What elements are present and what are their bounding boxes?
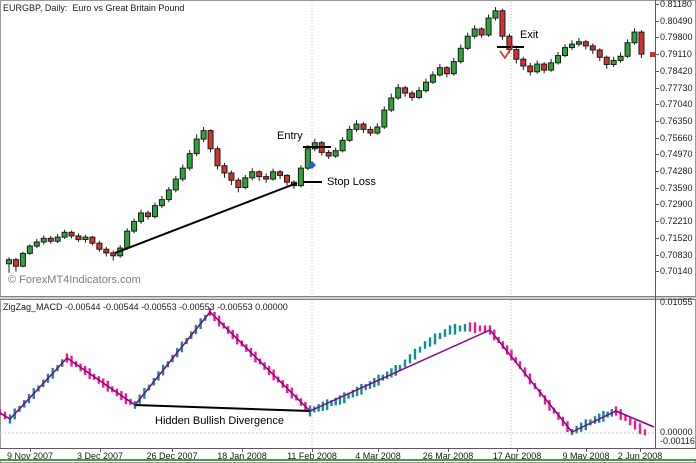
price-tick <box>655 37 659 39</box>
price-axis-label: 0.75660 <box>660 132 693 143</box>
macd-histogram <box>0 308 647 436</box>
price-tick <box>655 54 659 56</box>
date-label: 17 Apr 2008 <box>492 451 542 461</box>
stop-loss-label: Stop Loss <box>327 176 376 188</box>
indicator-axis-label: -0.00116 <box>660 436 695 446</box>
price-axis-label: 0.76350 <box>660 115 693 126</box>
macd-zigzag-chart <box>0 300 655 448</box>
price-tick <box>655 204 659 206</box>
price-tick <box>655 271 659 273</box>
date-tick <box>172 449 173 452</box>
price-tick <box>655 137 659 139</box>
price-axis-label: 0.70830 <box>660 249 693 260</box>
price-axis-label: 0.74970 <box>660 149 693 160</box>
chart-title: EURGBP, Daily: Euro vs Great Britain Pou… <box>3 3 185 13</box>
price-axis-label: 0.70140 <box>660 266 693 277</box>
indicator-title: ZigZag_MACD -0.00544 -0.00544 -0.00553 -… <box>3 302 288 312</box>
watermark: © ForexMT4Indicators.com <box>8 274 141 286</box>
time-axis: 9 Nov 2007 3 Dec 2007 26 Dec 2007 18 Jan 20… <box>0 448 696 461</box>
divergence-line <box>134 404 311 412</box>
price-axis-label: 0.79800 <box>660 32 693 43</box>
date-tick <box>100 449 101 452</box>
price-tick <box>655 154 659 156</box>
price-tick <box>655 254 659 256</box>
zigzag-line <box>0 310 655 433</box>
date-label: 2 Jun 2008 <box>617 451 663 461</box>
divergence-label: Hidden Bullish Divergence <box>155 415 285 427</box>
price-tick <box>655 20 659 22</box>
bottom-green-strip <box>0 459 696 461</box>
price-axis-label: 0.80490 <box>660 15 693 26</box>
indicator-axis-label: 0.01055 <box>660 297 693 307</box>
date-tick <box>640 449 641 452</box>
price-tick <box>655 237 659 239</box>
price-axis-label: 0.71520 <box>660 232 693 243</box>
price-tick <box>655 70 659 72</box>
entry-label: Entry <box>277 130 303 142</box>
date-tick <box>312 449 313 452</box>
price-axis-label: 0.74280 <box>660 166 693 177</box>
date-label: 4 Mar 2008 <box>355 451 401 461</box>
price-tick <box>655 4 659 5</box>
price-tick <box>655 187 659 189</box>
trendline <box>114 182 298 254</box>
candlestick-chart <box>6 2 645 296</box>
price-axis-label: 0.73590 <box>660 182 693 193</box>
date-label: 11 Feb 2008 <box>287 451 337 461</box>
date-tick <box>586 449 587 452</box>
price-tick <box>655 120 659 122</box>
entry-diamond-icon <box>308 161 316 169</box>
exit-check-icon <box>499 44 514 60</box>
date-tick <box>378 449 379 452</box>
price-axis-label: 0.77040 <box>660 99 693 110</box>
price-axis-label: 0.79110 <box>660 49 692 60</box>
pane-splitter[interactable] <box>0 296 696 300</box>
price-tick <box>655 87 659 89</box>
date-label: 18 Jan 2008 <box>217 451 267 461</box>
date-label: 3 Dec 2007 <box>76 451 124 461</box>
price-axis-line <box>655 0 656 448</box>
candles-group <box>6 7 645 273</box>
price-axis-label: 0.72210 <box>660 216 693 227</box>
price-axis-label: 0.72900 <box>660 199 693 210</box>
date-label: 9 Nov 2007 <box>6 451 54 461</box>
price-tick <box>655 221 659 223</box>
price-axis-label: 0.78420 <box>660 65 693 76</box>
indicator-pane: ZigZag_MACD -0.00544 -0.00544 -0.00553 -… <box>0 297 696 448</box>
price-axis-label: 0.77730 <box>660 82 693 93</box>
date-label: 9 May 2008 <box>562 451 610 461</box>
date-label: 26 Dec 2007 <box>146 451 198 461</box>
exit-label: Exit <box>520 29 539 41</box>
price-chart-pane: EURGBP, Daily: Euro vs Great Britain Pou… <box>3 0 693 296</box>
price-axis-label: 0.81180 <box>660 0 692 9</box>
date-label: 26 Mar 2008 <box>422 451 474 461</box>
date-tick <box>517 449 518 452</box>
price-tick <box>655 171 659 173</box>
date-tick <box>30 449 31 452</box>
indicator-axis-label: 0.00000 <box>660 427 693 437</box>
date-tick <box>242 449 243 452</box>
current-price-marker <box>650 52 655 58</box>
price-tick <box>655 104 659 106</box>
date-tick <box>448 449 449 452</box>
